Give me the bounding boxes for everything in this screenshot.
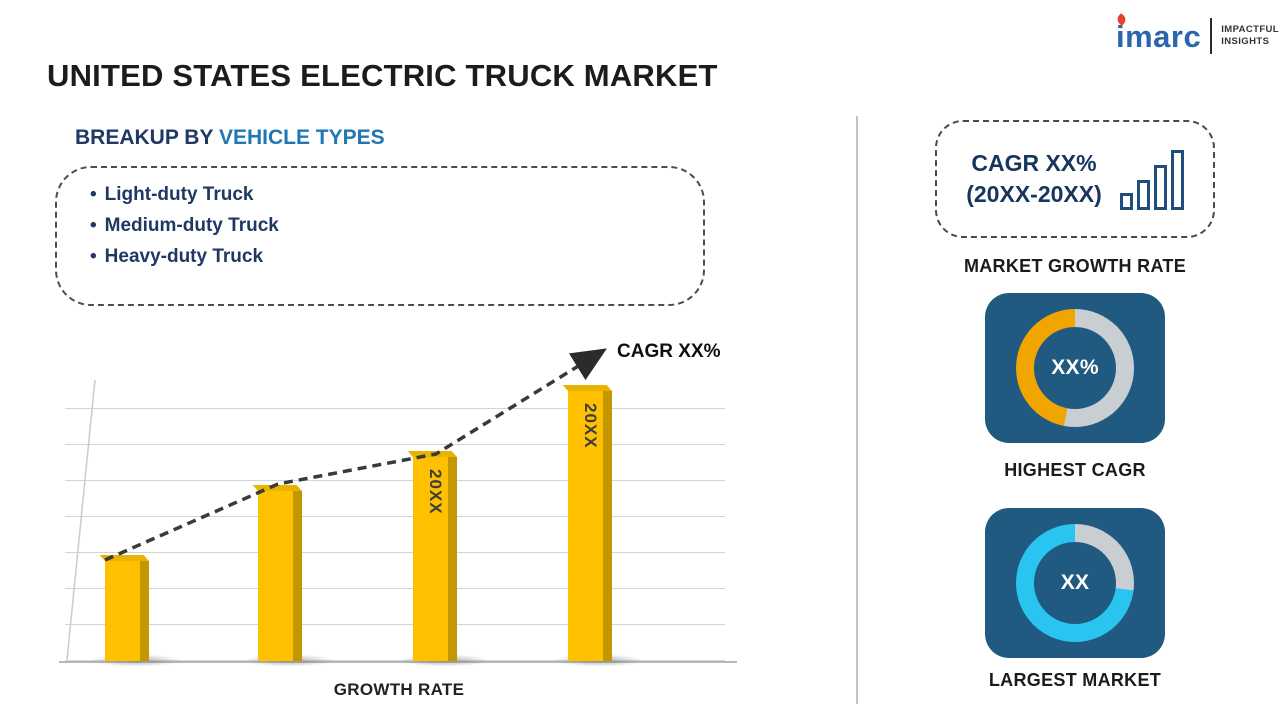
logo-divider-bar [1210, 18, 1213, 54]
donut-ring: XX [1016, 524, 1134, 642]
growth-box-text: CAGR XX% (20XX-20XX) [966, 148, 1102, 210]
highest-cagr-card: XX% [985, 293, 1165, 443]
bar [258, 491, 302, 661]
vehicle-types-box: • Light-duty Truck • Medium-duty Truck • He… [55, 166, 705, 306]
largest-market-label: LARGEST MARKET [988, 670, 1162, 690]
logo-tagline-line2: INSIGHTS [1221, 36, 1270, 47]
highest-cagr-value: XX% [1051, 356, 1099, 379]
bar: 20XX [413, 457, 457, 661]
bar-label: 20XX [581, 403, 600, 449]
largest-market-value: XX [1060, 571, 1090, 594]
growth-box-line2: (20XX-20XX) [966, 181, 1102, 207]
logo-tagline-line1: IMPACTFUL [1221, 23, 1280, 35]
trend-cagr-label: CAGR XX% [617, 341, 721, 362]
bar-icon-segment [1119, 193, 1133, 210]
donut-ring: XX% [1016, 309, 1134, 427]
growth-bar-chart: 20XX 20XX [59, 338, 737, 668]
list-item-label: Medium-duty Truck [104, 215, 279, 236]
donut-hole: XX [1034, 542, 1116, 624]
bars-layer: 20XX 20XX [65, 338, 733, 668]
list-item: • Light-duty Truck [90, 179, 703, 210]
imarc-logo: imarc IMPACTFUL INSIGHTS [1116, 18, 1279, 54]
bar: 20XX [568, 391, 612, 661]
logo-tagline: IMPACTFUL INSIGHTS [1221, 24, 1279, 49]
list-item: • Medium-duty Truck [90, 210, 703, 241]
bar-icon-segment [1136, 180, 1150, 210]
bullet-icon: • [90, 246, 97, 267]
bar-icon-segment [1170, 150, 1184, 210]
section-divider [856, 116, 858, 704]
breakup-heading-prefix: BREAKUP BY [75, 126, 219, 149]
largest-market-card: XX [985, 508, 1165, 658]
bullet-icon: • [90, 184, 97, 205]
bar-icon-segment [1153, 165, 1167, 210]
imarc-brand-text: imarc [1116, 18, 1202, 54]
growth-box-line1: CAGR XX% [971, 149, 1097, 176]
breakup-heading: BREAKUP BY VEHICLE TYPES [75, 126, 385, 150]
bar-label: 20XX [426, 469, 445, 515]
bullet-icon: • [90, 215, 97, 236]
donut-hole: XX% [1034, 327, 1116, 409]
page-title: UNITED STATES ELECTRIC TRUCK MARKET [47, 58, 718, 93]
list-item: • Heavy-duty Truck [90, 241, 703, 272]
market-growth-rate-box: CAGR XX% (20XX-20XX) [935, 120, 1215, 238]
list-item-label: Heavy-duty Truck [104, 246, 264, 267]
list-item-label: Light-duty Truck [104, 184, 254, 205]
market-growth-rate-label: MARKET GROWTH RATE [963, 256, 1187, 276]
x-axis-label: GROWTH RATE [333, 680, 465, 699]
highest-cagr-label: HIGHEST CAGR [1004, 460, 1146, 480]
breakup-heading-highlight: VEHICLE TYPES [218, 126, 385, 149]
bar-chart-icon [1119, 148, 1184, 210]
bar [105, 561, 149, 661]
